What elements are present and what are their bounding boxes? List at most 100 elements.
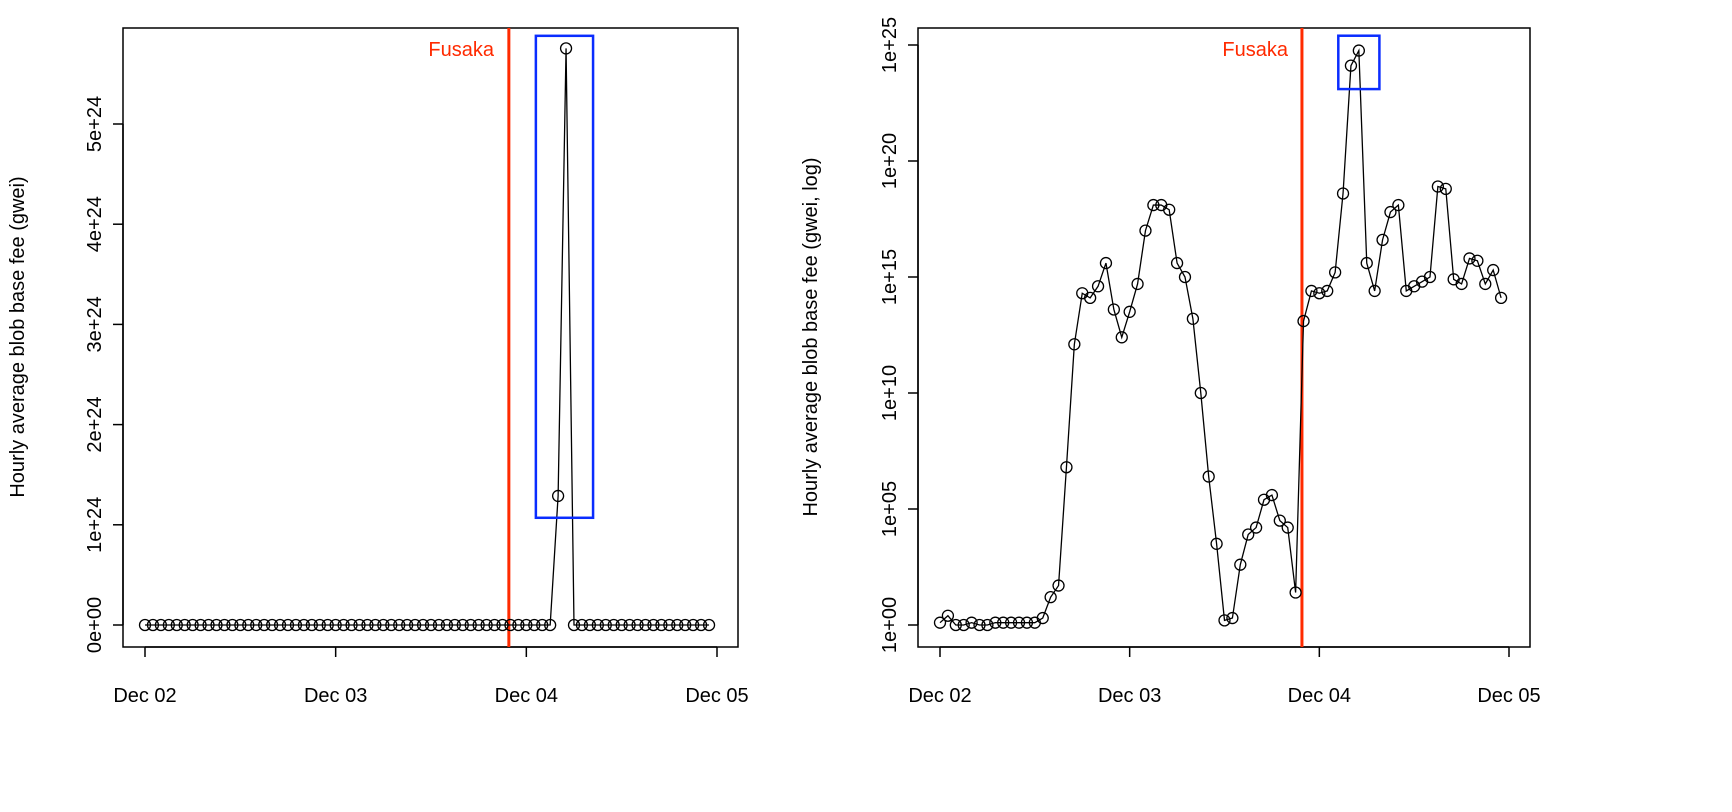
data-point	[599, 618, 612, 632]
y-tick-label: 1e+24	[84, 497, 106, 553]
data-point	[1360, 256, 1373, 270]
data-point	[401, 618, 414, 632]
data-point	[957, 618, 970, 632]
data-point	[1186, 312, 1200, 325]
x-tick-label: Dec 05	[685, 685, 748, 707]
data-point	[1352, 44, 1365, 57]
data-point	[1439, 182, 1452, 195]
data-point	[1068, 338, 1081, 351]
data-point	[1336, 187, 1350, 200]
data-point	[941, 609, 955, 622]
data-point	[265, 618, 279, 632]
y-tick-label: 1e+10	[879, 365, 901, 421]
data-point	[949, 618, 962, 632]
data-point	[258, 618, 271, 632]
data-point	[321, 618, 334, 632]
data-point	[583, 618, 597, 632]
data-point	[154, 618, 168, 632]
data-point	[440, 618, 454, 632]
data-point	[281, 618, 295, 632]
data-point	[353, 618, 366, 632]
linear-scale-panel: Hourly average blob base fee (gwei) Fusa…	[7, 27, 749, 707]
data-point	[1107, 303, 1121, 316]
data-point	[1344, 59, 1358, 72]
data-point	[1249, 521, 1263, 534]
data-point	[591, 618, 604, 632]
data-point	[1170, 256, 1184, 270]
data-point	[138, 618, 152, 632]
data-point	[1052, 579, 1065, 592]
data-point	[1012, 616, 1026, 629]
data-point	[1084, 291, 1097, 305]
data-point	[1115, 331, 1128, 344]
data-point	[663, 618, 676, 632]
data-point	[702, 618, 716, 632]
data-point	[472, 618, 485, 632]
y-tick-label: 2e+24	[84, 397, 106, 453]
data-point	[607, 618, 620, 632]
y-tick-label: 5e+24	[84, 96, 106, 152]
data-point	[504, 618, 517, 632]
data-point	[448, 618, 461, 632]
data-point	[496, 618, 509, 632]
data-point	[345, 618, 358, 632]
data-point	[1392, 198, 1405, 212]
data-point	[933, 616, 947, 629]
data-point	[1376, 233, 1389, 247]
x-tick-label: Dec 04	[1288, 685, 1351, 707]
data-point	[544, 618, 557, 632]
highlight-box	[534, 34, 595, 520]
data-point	[997, 616, 1010, 629]
data-point	[1139, 224, 1152, 237]
data-point	[1289, 586, 1302, 599]
y-tick-label: 0e+00	[84, 597, 106, 653]
series-line	[145, 48, 710, 626]
data-point	[1020, 616, 1034, 629]
data-point	[1368, 284, 1381, 298]
data-point	[1455, 277, 1468, 291]
data-point	[1202, 470, 1215, 483]
fusaka-label: Fusaka	[428, 39, 494, 61]
plot-frame	[122, 27, 739, 648]
data-point	[615, 618, 628, 632]
y-tick-label: 1e+25	[879, 17, 901, 73]
data-point	[679, 618, 692, 632]
data-point	[202, 618, 215, 632]
data-point	[1487, 263, 1500, 277]
data-point	[1479, 277, 1492, 291]
data-point	[694, 618, 708, 632]
data-point	[250, 618, 263, 632]
data-point	[218, 618, 231, 632]
log-scale-panel: Hourly average blob base fee (gwei, log)…	[800, 17, 1541, 707]
data-point	[361, 618, 374, 632]
data-point	[178, 618, 191, 632]
data-point	[337, 618, 350, 632]
data-point	[377, 618, 390, 632]
data-point	[551, 489, 565, 503]
data-point	[273, 618, 287, 632]
data-point	[1273, 514, 1286, 527]
data-point	[194, 618, 207, 632]
data-point	[305, 618, 318, 632]
y-axis-label: Hourly average blob base fee (gwei, log)	[800, 157, 822, 516]
data-point	[639, 618, 652, 632]
y-tick-label: 1e+00	[879, 597, 901, 653]
data-point	[1226, 611, 1239, 625]
data-point	[210, 618, 223, 632]
data-point	[297, 618, 311, 632]
data-point	[1163, 203, 1176, 216]
data-point	[528, 618, 541, 632]
data-point	[1194, 386, 1207, 400]
data-point	[146, 618, 160, 632]
x-tick-label: Dec 02	[113, 685, 176, 707]
data-point	[647, 618, 660, 632]
data-point	[162, 618, 175, 632]
data-point	[973, 618, 986, 632]
x-tick-label: Dec 05	[1477, 685, 1540, 707]
x-tick-label: Dec 03	[1098, 685, 1161, 707]
data-point	[536, 618, 549, 632]
data-point	[1234, 558, 1247, 571]
data-point	[1091, 280, 1105, 293]
data-point	[424, 618, 438, 632]
